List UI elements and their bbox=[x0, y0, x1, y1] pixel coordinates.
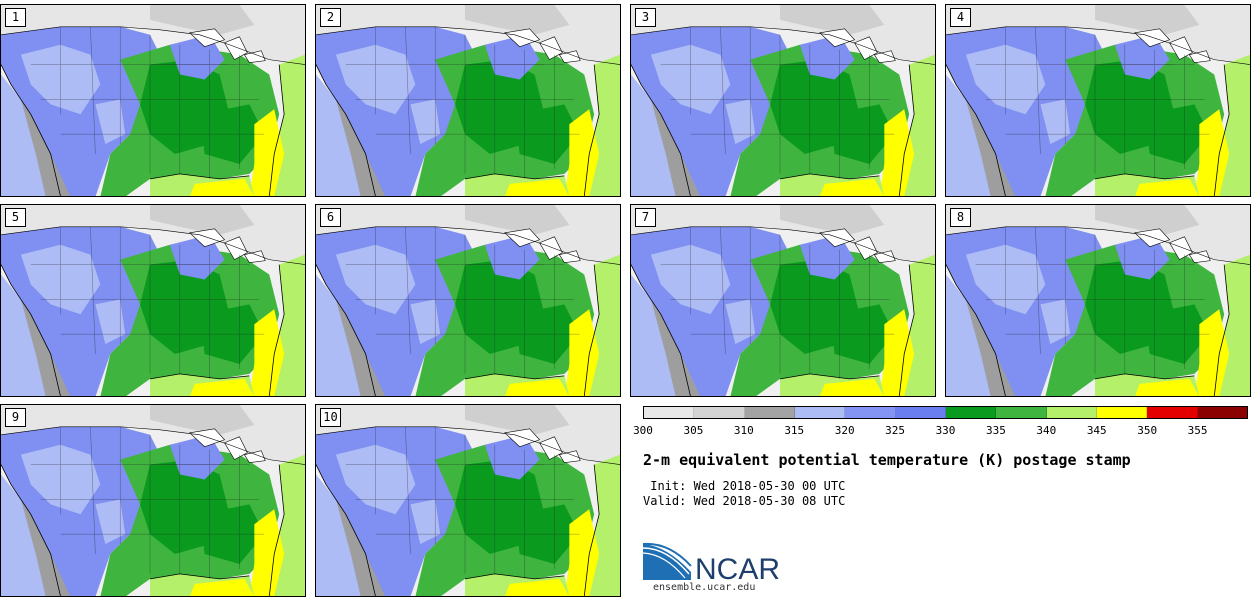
map-image bbox=[1, 205, 305, 396]
colorbar-tick-label: 315 bbox=[784, 424, 805, 437]
map-panel: 2 bbox=[315, 4, 621, 197]
colorbar-swatch bbox=[945, 407, 997, 418]
map-panel: 5 bbox=[0, 204, 306, 397]
map-panel: 8 bbox=[945, 204, 1251, 397]
colorbar-swatch bbox=[644, 407, 695, 418]
logo-url: ensemble.ucar.edu bbox=[653, 582, 756, 593]
map-image bbox=[316, 205, 620, 396]
panel-label: 8 bbox=[950, 208, 971, 227]
plot-title: 2-m equivalent potential temperature (K)… bbox=[643, 451, 1131, 469]
colorbar-tick-label: 330 bbox=[935, 424, 956, 437]
init-time: Init: Wed 2018-05-30 00 UTC bbox=[643, 479, 846, 493]
colorbar-tick-label: 310 bbox=[733, 424, 754, 437]
map-panel: 1 bbox=[0, 4, 306, 197]
panel-label: 9 bbox=[5, 408, 26, 427]
colorbar-tick-label: 355 bbox=[1187, 424, 1208, 437]
map-panel: 9 bbox=[0, 404, 306, 597]
panel-label: 3 bbox=[635, 8, 656, 27]
map-image bbox=[631, 205, 935, 396]
ncar-logo: NCAR bbox=[642, 540, 793, 586]
map-image bbox=[946, 205, 1250, 396]
panel-label: 10 bbox=[320, 408, 341, 427]
colorbar-tick-label: 305 bbox=[683, 424, 704, 437]
colorbar-tick-label: 335 bbox=[985, 424, 1006, 437]
map-panel: 7 bbox=[630, 204, 936, 397]
colorbar-swatch bbox=[996, 407, 1047, 418]
map-image bbox=[1, 5, 305, 196]
map-image bbox=[631, 5, 935, 196]
logo-text: NCAR bbox=[695, 553, 780, 582]
colorbar bbox=[643, 406, 1248, 419]
map-image bbox=[1, 405, 305, 596]
colorbar-tick-label: 340 bbox=[1036, 424, 1057, 437]
colorbar-swatch bbox=[845, 407, 896, 418]
valid-time: Valid: Wed 2018-05-30 08 UTC bbox=[643, 494, 846, 508]
map-image bbox=[316, 5, 620, 196]
colorbar-tick-label: 320 bbox=[834, 424, 855, 437]
panel-label: 2 bbox=[320, 8, 341, 27]
colorbar-swatch bbox=[895, 407, 946, 418]
panel-label: 4 bbox=[950, 8, 971, 27]
map-panel: 3 bbox=[630, 4, 936, 197]
panel-label: 5 bbox=[5, 208, 26, 227]
panel-label: 6 bbox=[320, 208, 341, 227]
colorbar-tick-label: 325 bbox=[885, 424, 906, 437]
colorbar-tick-label: 350 bbox=[1137, 424, 1158, 437]
panel-label: 7 bbox=[635, 208, 656, 227]
map-panel: 10 bbox=[315, 404, 621, 597]
colorbar-swatch bbox=[744, 407, 795, 418]
colorbar-swatch bbox=[1147, 407, 1198, 418]
map-image bbox=[316, 405, 620, 596]
map-image bbox=[946, 5, 1250, 196]
colorbar-tick-label: 300 bbox=[633, 424, 653, 437]
map-panel: 4 bbox=[945, 4, 1251, 197]
panel-label: 1 bbox=[5, 8, 26, 27]
colorbar-swatch bbox=[1096, 407, 1148, 418]
colorbar-tick-label: 345 bbox=[1086, 424, 1107, 437]
colorbar-swatch bbox=[1197, 407, 1247, 418]
colorbar-swatch bbox=[794, 407, 846, 418]
colorbar-swatch bbox=[694, 407, 745, 418]
map-panel: 6 bbox=[315, 204, 621, 397]
colorbar-swatch bbox=[1046, 407, 1097, 418]
